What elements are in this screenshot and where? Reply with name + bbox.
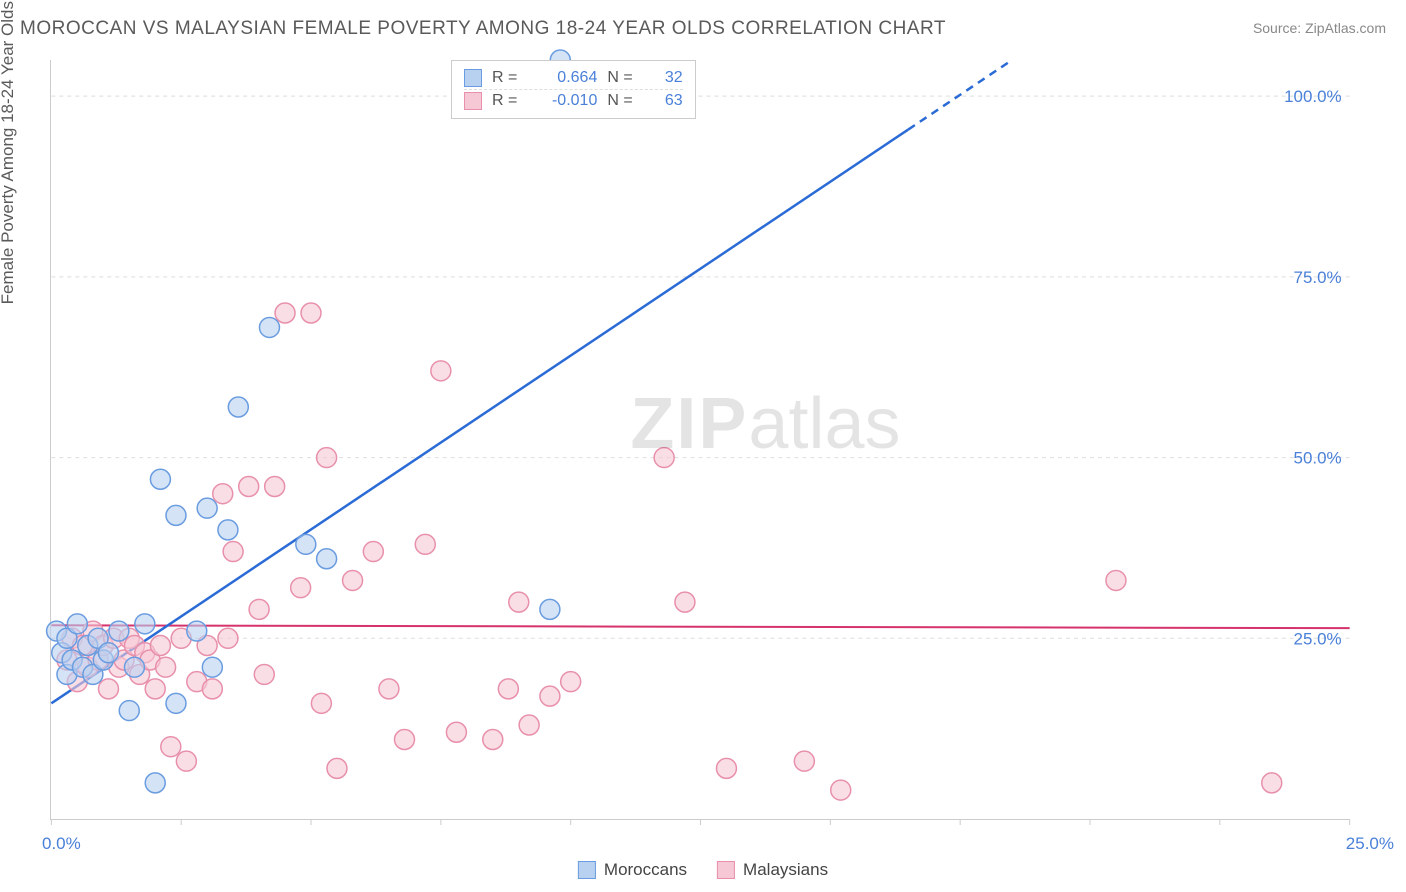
- y-axis-label: Female Poverty Among 18-24 Year Olds: [0, 1, 18, 304]
- scatter-point-malaysians: [716, 758, 736, 778]
- r-label: R =: [492, 92, 517, 110]
- scatter-point-moroccans: [197, 498, 217, 518]
- scatter-point-malaysians: [1106, 570, 1126, 590]
- scatter-point-malaysians: [156, 657, 176, 677]
- scatter-point-malaysians: [317, 448, 337, 468]
- bottom-legend: Moroccans Malaysians: [578, 860, 828, 880]
- legend-swatch-blue: [578, 861, 596, 879]
- legend-swatch-pink: [717, 861, 735, 879]
- plot-svg: 25.0% 50.0% 75.0% 100.0%: [51, 60, 1350, 819]
- scatter-point-moroccans: [218, 520, 238, 540]
- scatter-point-malaysians: [483, 729, 503, 749]
- trendline-moroccans-dashed: [908, 60, 1012, 130]
- scatter-point-moroccans: [166, 693, 186, 713]
- scatter-point-moroccans: [150, 469, 170, 489]
- scatter-point-malaysians: [675, 592, 695, 612]
- scatter-point-malaysians: [291, 578, 311, 598]
- swatch-pink: [464, 92, 482, 110]
- scatter-point-malaysians: [150, 636, 170, 656]
- y-tick-label: 100.0%: [1284, 87, 1342, 106]
- scatter-point-malaysians: [265, 476, 285, 496]
- trendline-moroccans-solid: [51, 130, 908, 704]
- legend-item-moroccans: Moroccans: [578, 860, 687, 880]
- r-label: R =: [492, 69, 517, 87]
- stats-legend: R = 0.664 N = 32 R = -0.010 N = 63: [451, 60, 696, 119]
- scatter-point-malaysians: [301, 303, 321, 323]
- scatter-point-moroccans: [187, 621, 207, 641]
- scatter-point-moroccans: [98, 643, 118, 663]
- legend-item-malaysians: Malaysians: [717, 860, 828, 880]
- source-link[interactable]: ZipAtlas.com: [1305, 20, 1386, 36]
- scatter-point-moroccans: [228, 397, 248, 417]
- n-value-malaysians: 63: [643, 92, 683, 110]
- scatter-point-malaysians: [161, 737, 181, 757]
- n-label: N =: [607, 92, 632, 110]
- trendline-malaysians: [51, 625, 1349, 628]
- chart-container: MOROCCAN VS MALAYSIAN FEMALE POVERTY AMO…: [0, 0, 1406, 892]
- scatter-point-malaysians: [446, 722, 466, 742]
- scatter-point-malaysians: [794, 751, 814, 771]
- scatter-point-malaysians: [654, 448, 674, 468]
- scatter-point-malaysians: [254, 664, 274, 684]
- scatter-point-malaysians: [327, 758, 347, 778]
- y-tick-label: 50.0%: [1294, 449, 1342, 468]
- chart-title: MOROCCAN VS MALAYSIAN FEMALE POVERTY AMO…: [20, 18, 946, 40]
- y-tick-label: 25.0%: [1294, 629, 1342, 648]
- scatter-point-moroccans: [119, 701, 139, 721]
- scatter-point-malaysians: [98, 679, 118, 699]
- scatter-point-malaysians: [223, 542, 243, 562]
- scatter-point-malaysians: [145, 679, 165, 699]
- n-label: N =: [607, 69, 632, 87]
- scatter-point-moroccans: [202, 657, 222, 677]
- scatter-point-malaysians: [218, 628, 238, 648]
- scatter-point-malaysians: [831, 780, 851, 800]
- source-attribution: Source: ZipAtlas.com: [1253, 20, 1386, 36]
- scatter-point-malaysians: [498, 679, 518, 699]
- scatter-point-moroccans: [145, 773, 165, 793]
- scatter-point-moroccans: [317, 549, 337, 569]
- legend-label-malaysians: Malaysians: [743, 860, 828, 880]
- scatter-point-malaysians: [519, 715, 539, 735]
- stats-row-malaysians: R = -0.010 N = 63: [464, 89, 683, 112]
- scatter-point-malaysians: [540, 686, 560, 706]
- scatter-point-moroccans: [109, 621, 129, 641]
- swatch-blue: [464, 69, 482, 87]
- scatter-point-malaysians: [395, 729, 415, 749]
- scatter-point-moroccans: [166, 505, 186, 525]
- scatter-point-malaysians: [1262, 773, 1282, 793]
- r-value-moroccans: 0.664: [527, 69, 597, 87]
- scatter-point-moroccans: [296, 534, 316, 554]
- scatter-point-malaysians: [249, 599, 269, 619]
- n-value-moroccans: 32: [643, 69, 683, 87]
- scatter-point-malaysians: [509, 592, 529, 612]
- x-tick-0: 0.0%: [42, 834, 81, 854]
- scatter-point-moroccans: [124, 657, 144, 677]
- scatter-point-malaysians: [363, 542, 383, 562]
- r-value-malaysians: -0.010: [527, 92, 597, 110]
- scatter-point-malaysians: [431, 361, 451, 381]
- scatter-point-moroccans: [67, 614, 87, 634]
- scatter-point-malaysians: [275, 303, 295, 323]
- scatter-point-moroccans: [540, 599, 560, 619]
- scatter-point-malaysians: [213, 484, 233, 504]
- source-label: Source:: [1253, 20, 1301, 36]
- scatter-point-malaysians: [202, 679, 222, 699]
- scatter-point-moroccans: [135, 614, 155, 634]
- x-tick-25: 25.0%: [1346, 834, 1394, 854]
- scatter-point-moroccans: [259, 317, 279, 337]
- scatter-point-malaysians: [561, 672, 581, 692]
- scatter-point-malaysians: [311, 693, 331, 713]
- y-tick-label: 75.0%: [1294, 268, 1342, 287]
- stats-row-moroccans: R = 0.664 N = 32: [464, 67, 683, 89]
- scatter-point-malaysians: [415, 534, 435, 554]
- scatter-point-malaysians: [379, 679, 399, 699]
- scatter-point-malaysians: [343, 570, 363, 590]
- plot-area: ZIPatlas R = 0.664 N = 32 R = -0.010 N =…: [50, 60, 1350, 820]
- scatter-point-malaysians: [239, 476, 259, 496]
- scatter-point-malaysians: [176, 751, 196, 771]
- legend-label-moroccans: Moroccans: [604, 860, 687, 880]
